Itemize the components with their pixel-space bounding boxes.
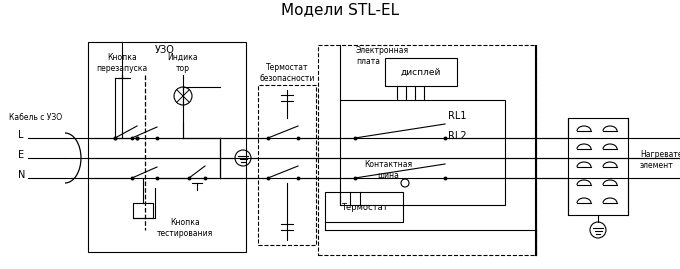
Text: Термостат
безопасности: Термостат безопасности [259, 63, 315, 83]
Text: Контактная
шина: Контактная шина [364, 160, 412, 180]
Text: Модели STL-EL: Модели STL-EL [281, 2, 399, 17]
Text: RL1: RL1 [448, 111, 466, 121]
Bar [318, 45, 536, 255]
Bar [385, 58, 457, 86]
Text: Кнопка
перезапуска: Кнопка перезапуска [97, 53, 148, 73]
Text: дисплей: дисплей [401, 68, 441, 76]
Text: Индика
тор: Индика тор [168, 53, 199, 73]
Text: RL2: RL2 [448, 131, 466, 141]
Text: L: L [18, 130, 24, 140]
Bar [258, 85, 316, 245]
Bar [133, 203, 153, 218]
Text: УЗО: УЗО [155, 45, 175, 55]
Text: E: E [18, 150, 24, 160]
Bar [325, 192, 403, 222]
Text: Кнопка
тестирования: Кнопка тестирования [157, 218, 213, 238]
Text: Термостат: Термостат [341, 203, 388, 211]
Bar [568, 118, 628, 215]
Text: Электронная
плата: Электронная плата [356, 46, 409, 66]
Text: Нагревательный
элемент: Нагревательный элемент [640, 150, 680, 170]
Text: Кабель с УЗО: Кабель с УЗО [10, 112, 63, 122]
Bar [340, 100, 505, 205]
Bar [88, 42, 246, 252]
Text: N: N [18, 170, 25, 180]
